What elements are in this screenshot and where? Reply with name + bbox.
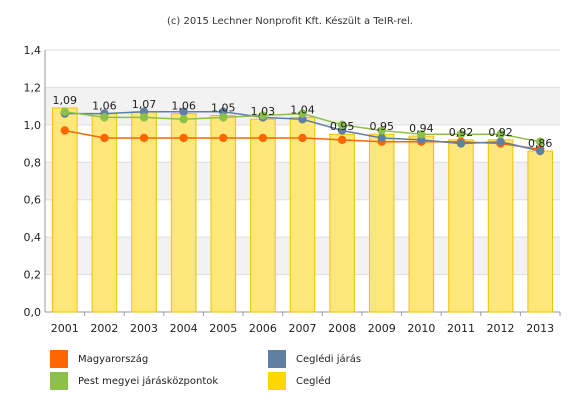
y-tick-label: 0,4: [24, 231, 42, 244]
credit-text: (c) 2015 Lechner Nonprofit Kft. Készült …: [166, 16, 413, 27]
bar-value-label: 1,09: [53, 94, 78, 107]
y-tick-label: 0,2: [24, 269, 42, 282]
bar-value-label: 0,86: [528, 137, 553, 150]
bar-cegled: [448, 139, 474, 313]
bar-cegled: [250, 118, 276, 313]
point-pest-megyei-jaraskozpontok: [179, 115, 188, 124]
bar-cegled: [210, 115, 237, 313]
point-pest-megyei-jaraskozpontok: [219, 113, 228, 122]
y-tick-label: 1,4: [24, 44, 42, 57]
legend-item-pest-megyei[interactable]: Pest megyei járásközpontok: [50, 372, 218, 390]
bar-value-label: 0,92: [488, 126, 513, 139]
legend-swatch-cegledi-jaras: [268, 350, 286, 368]
x-tick-label: 2011: [447, 322, 475, 335]
x-tick-label: 2006: [249, 322, 277, 335]
bar-cegled: [408, 135, 435, 313]
point-magyarorszag: [100, 133, 109, 143]
bar-value-label: 1,07: [132, 98, 157, 111]
point-cegledi-jaras: [456, 139, 466, 148]
x-tick-label: 2008: [328, 322, 356, 335]
point-pest-megyei-jaraskozpontok: [417, 130, 426, 139]
bar-value-label: 1,06: [92, 100, 117, 113]
bar-value-label: 1,06: [171, 100, 196, 113]
x-tick-label: 2009: [368, 322, 396, 335]
y-tick-label: 1,2: [24, 81, 42, 94]
point-pest-megyei-jaraskozpontok: [535, 137, 545, 146]
legend-item-cegled[interactable]: Cegléd: [268, 372, 331, 390]
y-tick-label: 1,0: [24, 119, 42, 132]
bar-cegled: [527, 150, 553, 313]
legend-swatch-pest-megyei: [50, 372, 68, 390]
bar-value-label: 0,92: [449, 126, 474, 139]
point-cegledi-jaras: [377, 133, 386, 143]
point-magyarorszag: [219, 133, 228, 143]
x-tick-label: 2012: [487, 322, 515, 335]
legend-label-magyarorszag: Magyarország: [78, 353, 149, 365]
point-pest-megyei-jaraskozpontok: [258, 111, 268, 120]
point-pest-megyei-jaraskozpontok: [60, 107, 70, 116]
point-magyarorszag: [179, 133, 188, 143]
point-pest-megyei-jaraskozpontok: [456, 130, 466, 139]
bar-cegled: [329, 133, 355, 313]
point-cegledi-jaras: [496, 137, 505, 146]
legend-swatch-cegled: [268, 372, 286, 390]
bar-value-label: 0,95: [369, 120, 394, 133]
legend-item-magyarorszag[interactable]: Magyarország: [50, 350, 148, 368]
x-tick-label: 2002: [90, 322, 118, 335]
point-cegledi-jaras: [179, 107, 188, 116]
point-magyarorszag: [60, 126, 70, 135]
point-pest-megyei-jaraskozpontok: [496, 130, 505, 139]
x-tick-label: 2005: [209, 322, 237, 335]
bar-cegled: [289, 116, 316, 313]
point-pest-megyei-jaraskozpontok: [298, 109, 307, 118]
point-magyarorszag: [258, 133, 268, 143]
point-pest-megyei-jaraskozpontok: [337, 120, 347, 130]
bar-value-label: 1,04: [290, 103, 315, 116]
bar-cegled: [368, 133, 395, 313]
bar-cegled: [487, 139, 514, 313]
bar-cegled: [170, 113, 197, 313]
legend-label-cegledi-jaras: Ceglédi járás: [296, 353, 362, 365]
point-cegledi-jaras: [535, 146, 545, 156]
bar-value-label: 1,05: [211, 102, 236, 115]
point-pest-megyei-jaraskozpontok: [377, 126, 386, 135]
point-magyarorszag: [139, 133, 149, 143]
bar-value-label: 0,95: [330, 120, 355, 133]
x-tick-label: 2004: [170, 322, 198, 335]
x-tick-label: 2001: [51, 322, 79, 335]
point-magyarorszag: [337, 135, 347, 145]
point-pest-megyei-jaraskozpontok: [139, 113, 149, 122]
point-magyarorszag: [298, 133, 307, 143]
bar-cegled: [91, 113, 118, 313]
legend-swatch-magyarorszag: [50, 350, 68, 368]
x-tick-label: 2010: [407, 322, 435, 335]
point-pest-megyei-jaraskozpontok: [100, 113, 109, 122]
y-tick-label: 0,6: [24, 194, 42, 207]
bar-value-label: 1,03: [251, 105, 276, 118]
legend-item-cegledi-jaras[interactable]: Ceglédi járás: [268, 350, 361, 368]
legend-label-cegled: Cegléd: [296, 375, 331, 387]
legend: Magyarország Ceglédi járás Pest megyei j…: [50, 348, 570, 392]
bar-cegled: [131, 111, 157, 313]
y-tick-label: 0,8: [24, 156, 42, 169]
bar-value-label: 0,94: [409, 122, 434, 135]
x-tick-label: 2007: [289, 322, 317, 335]
y-tick-label: 0,0: [24, 306, 42, 319]
x-tick-label: 2003: [130, 322, 158, 335]
legend-label-pest-megyei: Pest megyei járásközpontok: [78, 375, 219, 387]
x-tick-label: 2013: [526, 322, 554, 335]
chart-plot: 0,0 0,2 0,4 0,6 0,8 1,0 1,2 1,4 2001 2002 2003 2004…: [24, 44, 561, 335]
bar-cegled: [52, 107, 78, 313]
